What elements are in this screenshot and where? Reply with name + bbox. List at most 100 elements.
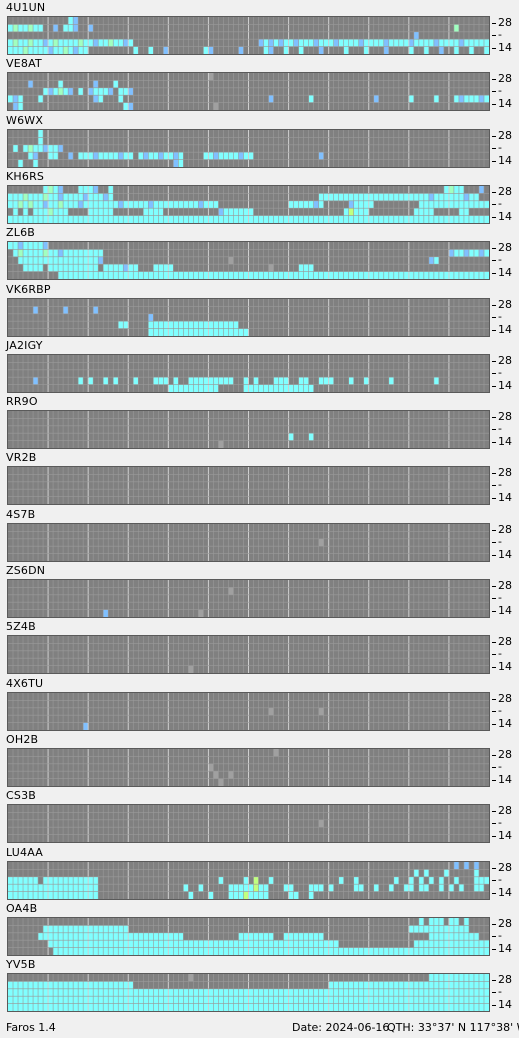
signal-cell: [438, 200, 444, 209]
signal-cell: [118, 939, 124, 948]
signal-cell: [303, 376, 309, 385]
signal-cell: [53, 981, 59, 989]
signal-cell: [138, 1003, 144, 1012]
signal-cell: [143, 988, 149, 997]
signal-cell: [443, 947, 449, 955]
signal-cell: [383, 988, 389, 997]
signal-cell: [203, 947, 209, 955]
signal-cell: [93, 981, 99, 989]
signal-cell: [473, 868, 479, 877]
signal-cell: [318, 376, 324, 385]
signal-cell: [198, 609, 204, 617]
signal-cell: [58, 208, 64, 216]
signal-cell: [408, 876, 414, 884]
signal-cell: [123, 39, 129, 47]
signal-cell: [148, 939, 154, 948]
signal-cell: [463, 925, 469, 933]
signal-cell: [13, 24, 19, 32]
signal-cell: [368, 215, 374, 223]
scale-label-28: 28: [498, 860, 512, 874]
signal-cell: [293, 200, 299, 209]
signal-cell: [23, 1003, 29, 1012]
signal-cell: [133, 376, 139, 385]
signal-cell: [273, 939, 279, 948]
signal-cell: [443, 200, 449, 209]
signal-cell: [448, 193, 454, 201]
signal-cell: [23, 883, 29, 892]
beacon-callsign: VK6RBP: [6, 282, 51, 296]
signal-cell: [208, 151, 214, 160]
signal-cell: [408, 947, 414, 955]
signal-cell: [333, 988, 339, 997]
signal-cell: [128, 271, 134, 280]
signal-cell: [168, 320, 174, 329]
signal-cell: [263, 932, 269, 940]
beacon-callsign: RR9O: [6, 395, 38, 409]
signal-cell: [103, 88, 109, 96]
signal-cell: [93, 39, 99, 47]
signal-cell: [313, 988, 319, 997]
scale-label-28: 28: [498, 466, 512, 480]
signal-cell: [308, 996, 314, 1004]
signal-cell: [273, 988, 279, 997]
signal-cell: [93, 264, 99, 272]
beacon-panel: RR9O 28-14: [0, 395, 519, 451]
signal-cell: [368, 1003, 374, 1012]
signal-cell: [53, 193, 59, 201]
signal-cell: [363, 271, 369, 280]
signal-cell: [233, 328, 239, 336]
signal-cell: [288, 39, 294, 47]
scale-tick: [492, 529, 496, 531]
beacon-callsign: 4U1UN: [6, 1, 46, 14]
signal-cell: [243, 271, 249, 280]
signal-cell: [123, 320, 129, 329]
signal-cell: [93, 925, 99, 933]
signal-cell: [158, 264, 164, 272]
signal-cell: [78, 271, 84, 280]
signal-cell: [108, 939, 114, 948]
signal-cell: [88, 925, 94, 933]
signal-cell: [13, 891, 19, 899]
signal-cell: [458, 39, 464, 47]
signal-cell: [38, 95, 44, 103]
signal-cell: [473, 1003, 479, 1012]
signal-cell: [228, 891, 234, 899]
signal-cell: [193, 320, 199, 329]
signal-cell: [133, 264, 139, 272]
signal-cell: [183, 1003, 189, 1012]
signal-cell: [353, 996, 359, 1004]
signal-cell: [213, 996, 219, 1004]
signal-cell: [448, 215, 454, 223]
signal-cell: [453, 981, 459, 989]
signal-cell: [428, 256, 434, 265]
beacon-grid: [7, 241, 490, 281]
signal-cell: [228, 587, 234, 595]
signal-cell: [93, 88, 99, 96]
signal-cell: [158, 947, 164, 955]
signal-cell: [473, 996, 479, 1004]
signal-cell: [123, 264, 129, 272]
signal-cell: [358, 271, 364, 280]
signal-cell: [333, 271, 339, 280]
signal-cell: [428, 925, 434, 933]
signal-cell: [348, 200, 354, 209]
signal-cell: [93, 305, 99, 314]
signal-cell: [118, 39, 124, 47]
beacon-grid: [7, 860, 490, 900]
signal-cell: [93, 215, 99, 223]
signal-cell: [118, 264, 124, 272]
scale-tick: [492, 23, 496, 24]
signal-cell: [413, 868, 419, 877]
signal-cell: [438, 917, 444, 926]
signal-cell: [443, 868, 449, 877]
scale-tick: [492, 385, 496, 387]
signal-cell: [38, 981, 44, 989]
signal-cell: [18, 215, 24, 223]
scale-label-28: 28: [498, 241, 512, 255]
signal-cell: [458, 883, 464, 892]
signal-cell: [53, 200, 59, 209]
signal-cell: [268, 707, 274, 715]
signal-cell: [158, 208, 164, 216]
signal-cell: [238, 1003, 244, 1012]
signal-cell: [73, 249, 79, 257]
